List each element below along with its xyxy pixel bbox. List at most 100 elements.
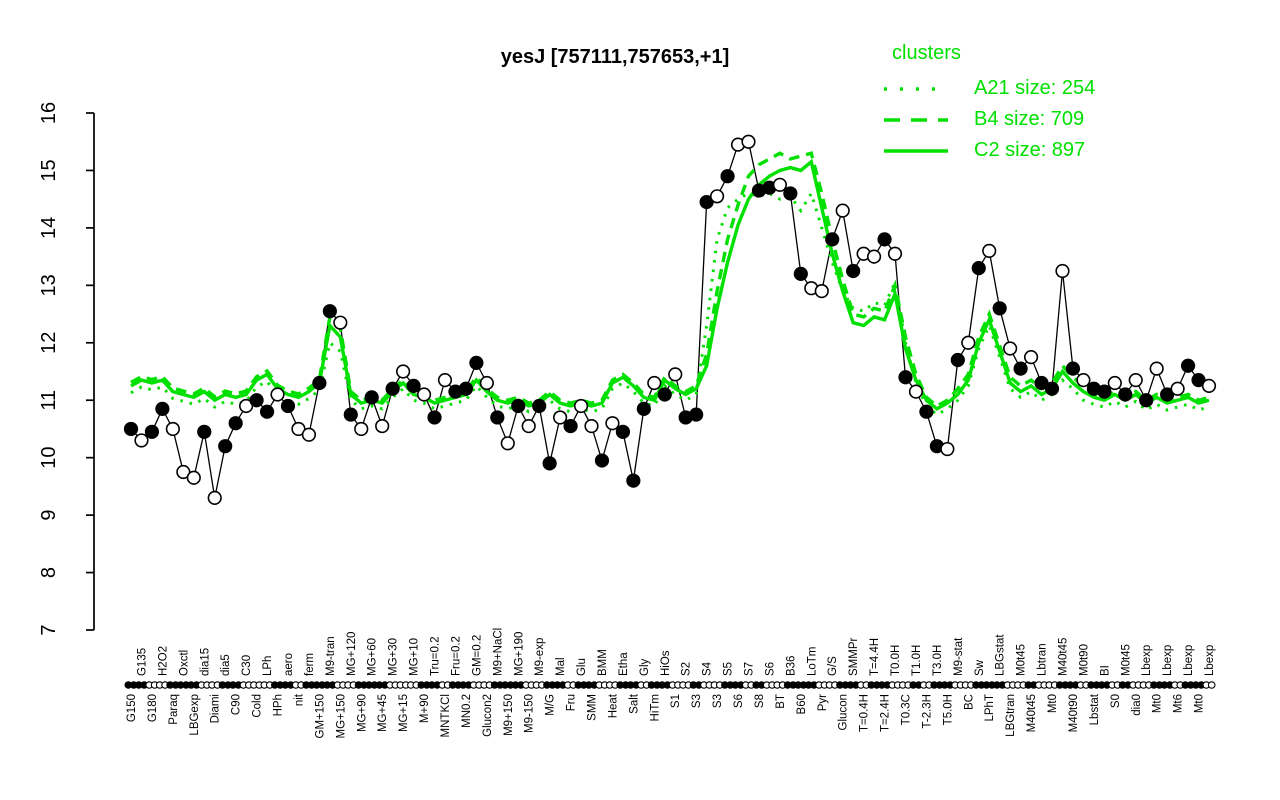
- gene-point: [636, 401, 651, 416]
- x-axis-label: GM=0.2: [471, 635, 483, 676]
- gene-point: [950, 352, 965, 368]
- x-axis-label: GM+150: [314, 694, 326, 738]
- x-axis-label: S4: [702, 661, 714, 676]
- gene-point: [563, 418, 578, 434]
- x-axis-label: Mt0: [1047, 694, 1059, 713]
- x-axis-label: LBGtran: [1005, 694, 1017, 737]
- x-axis-label: MG+90: [356, 694, 368, 732]
- x-axis-label: M40t45: [1058, 638, 1070, 676]
- x-axis-label: MNTKCl: [440, 694, 452, 737]
- gene-point: [197, 424, 212, 439]
- x-axis-label: Pyr: [817, 694, 829, 711]
- gene-point: [542, 456, 557, 471]
- gene-point: [940, 441, 955, 457]
- solid-line-sample-icon: [884, 148, 948, 153]
- gene-point: [908, 384, 924, 399]
- x-axis-label: SMM: [587, 694, 599, 721]
- gene-point: [144, 424, 160, 439]
- legend-entry-b4: B4 size: 709: [882, 104, 1095, 135]
- x-axis-label: BT: [775, 694, 787, 709]
- x-axis-label: MG+190: [513, 632, 525, 676]
- x-axis-label: Heat: [607, 693, 619, 718]
- x-axis-label: Lbexp: [1162, 645, 1174, 676]
- x-axis-label: Fru=0.2: [450, 636, 462, 676]
- gene-point: [280, 398, 296, 414]
- x-axis-label: M+90: [419, 694, 431, 723]
- gene-point: [333, 315, 348, 330]
- x-axis-label: S0: [1110, 694, 1122, 708]
- dashed-line-sample-icon: [884, 117, 948, 122]
- x-axis-label: LPh: [262, 656, 274, 676]
- x-axis-label: Sw: [974, 659, 986, 676]
- x-axis-label: T0.3C: [901, 694, 913, 725]
- x-axis-label: Glucon: [838, 694, 850, 730]
- gene-point: [521, 418, 536, 434]
- gene-point: [783, 186, 798, 201]
- x-axis-label: T=0.4H: [859, 694, 871, 732]
- gene-point: [709, 189, 725, 204]
- x-axis-label: H2O2: [157, 646, 169, 676]
- gene-point: [416, 387, 432, 402]
- gene-point: [511, 398, 526, 414]
- gene-point: [1055, 263, 1070, 279]
- gene-point: [1170, 381, 1185, 396]
- x-axis-label: G/S: [827, 656, 839, 676]
- x-axis-label: dia0: [1131, 694, 1143, 716]
- gene-point: [406, 378, 421, 393]
- gene-point: [228, 416, 243, 431]
- x-axis-label: M40t45: [1026, 694, 1038, 732]
- y-tick-label: 14: [38, 217, 60, 239]
- gene-point: [594, 453, 610, 468]
- x-axis-label: M40t90: [1068, 694, 1080, 732]
- gene-point: [553, 410, 568, 425]
- x-axis-label: Glucon2: [482, 694, 494, 737]
- legend-label-a21: A21 size: 254: [974, 77, 1096, 99]
- y-tick-label: 8: [38, 567, 60, 578]
- y-tick-label: 7: [38, 624, 60, 635]
- legend-label-c2: C2 size: 897: [974, 139, 1086, 161]
- x-axis-label: aero: [283, 653, 295, 676]
- legend-title: clusters: [892, 42, 961, 64]
- x-axis-label: MG+60: [367, 638, 379, 676]
- dotted-line-sample-icon: [884, 86, 948, 91]
- gene-point: [689, 407, 704, 422]
- x-axis-label: S2: [681, 662, 693, 676]
- x-axis-label: Fru: [566, 694, 578, 711]
- x-axis-label: Diami: [210, 694, 222, 723]
- gene-point: [814, 283, 829, 299]
- y-tick-label: 10: [38, 447, 60, 469]
- x-axis-label: HPh: [273, 694, 285, 716]
- gene-point: [573, 398, 589, 414]
- gene-point: [647, 375, 662, 391]
- x-axis-label: M9-tran: [325, 636, 337, 676]
- gene-point: [532, 398, 547, 414]
- gene-point: [1076, 373, 1091, 388]
- x-axis-label: MG+45: [377, 694, 389, 732]
- gene-point: [165, 421, 180, 437]
- y-tick-label: 13: [38, 274, 60, 296]
- gene-point: [1003, 341, 1018, 356]
- x-axis-label: Lbexp: [1141, 645, 1153, 676]
- gene-point: [259, 404, 275, 419]
- gene-point: [469, 355, 484, 370]
- gene-point: [1128, 373, 1143, 388]
- gene-point: [793, 266, 808, 281]
- y-tick-label: 11: [38, 390, 60, 411]
- y-tick-label: 12: [38, 332, 60, 354]
- gene-point: [992, 301, 1007, 316]
- gene-point: [1065, 361, 1081, 376]
- gene-point: [1180, 358, 1196, 373]
- gene-point: [207, 490, 222, 505]
- x-axis-label: MG+10: [409, 638, 421, 676]
- x-axis-label: SMMPr: [848, 638, 860, 677]
- x-axis-label: Oxctl: [178, 650, 190, 676]
- gene-point: [375, 418, 390, 434]
- gene-point: [1139, 393, 1154, 408]
- gene-line: [130, 140, 1210, 499]
- x-axis-label: C30: [241, 655, 253, 676]
- gene-points: [123, 134, 1217, 505]
- x-axis-label: MG+15: [398, 694, 410, 732]
- gene-point: [385, 381, 400, 396]
- gene-point: [668, 367, 683, 382]
